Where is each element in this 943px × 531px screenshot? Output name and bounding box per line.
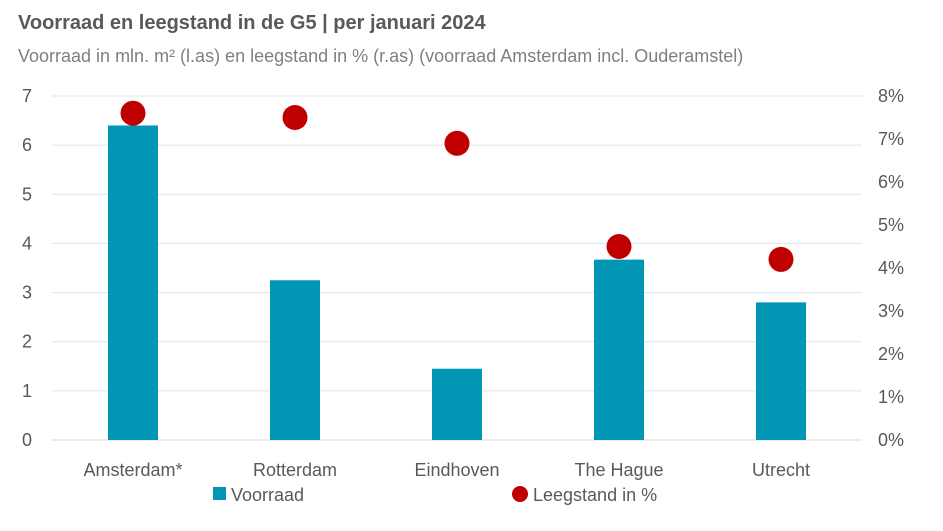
chart-subtitle: Voorraad in mln. m² (l.as) en leegstand … [18, 46, 744, 66]
point-leegstand [768, 246, 794, 272]
y-right-tick-label: 7% [878, 129, 904, 149]
legend-swatch-voorraad [213, 487, 226, 500]
bar-voorraad [756, 302, 806, 440]
bar-voorraad [594, 259, 644, 440]
y-right-tick-label: 6% [878, 172, 904, 192]
y-right-tick-label: 2% [878, 344, 904, 364]
y-left-tick-label: 5 [22, 184, 32, 204]
bar-voorraad [108, 125, 158, 440]
y-left-tick-label: 7 [22, 86, 32, 106]
point-leegstand [120, 100, 146, 126]
bar-voorraad [432, 368, 482, 440]
category-label: The Hague [574, 460, 663, 480]
chart-title: Voorraad en leegstand in de G5 | per jan… [18, 12, 486, 34]
y-left-tick-label: 6 [22, 135, 32, 155]
y-left-tick-label: 4 [22, 233, 32, 253]
y-left-tick-label: 3 [22, 283, 32, 303]
y-right-tick-label: 0% [878, 430, 904, 450]
legend: Voorraad Leegstand in % [213, 485, 657, 505]
category-label: Eindhoven [414, 460, 499, 480]
y-right-tick-label: 5% [878, 215, 904, 235]
y-right-tick-label: 4% [878, 258, 904, 278]
y-right-tick-label: 1% [878, 387, 904, 407]
legend-swatch-leegstand [512, 486, 528, 502]
y-right-tick-label: 3% [878, 301, 904, 321]
y-right-tick-label: 8% [878, 86, 904, 106]
y-left-tick-label: 2 [22, 332, 32, 352]
category-label: Amsterdam* [83, 460, 182, 480]
legend-label-voorraad: Voorraad [231, 485, 304, 505]
legend-label-leegstand: Leegstand in % [533, 485, 657, 505]
category-label: Utrecht [752, 460, 810, 480]
point-leegstand [282, 105, 308, 130]
category-label: Rotterdam [253, 460, 337, 480]
point-leegstand [444, 130, 470, 156]
y-left-tick-label: 0 [22, 430, 32, 450]
y-left-tick-label: 1 [22, 381, 32, 401]
point-leegstand [606, 234, 632, 259]
bar-voorraad [270, 280, 320, 440]
